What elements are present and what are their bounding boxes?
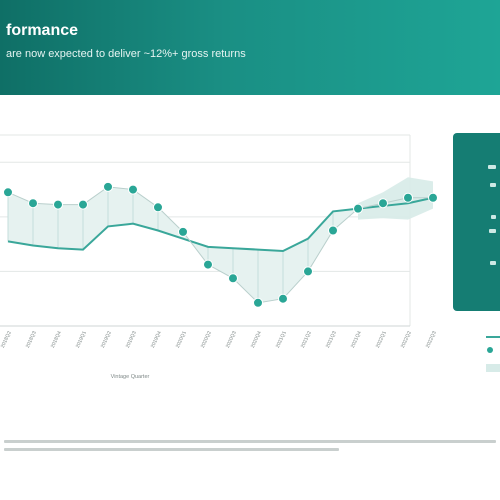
x-tick-label: 2019Q3 <box>125 330 138 349</box>
gap-shading <box>8 192 33 246</box>
series-dot <box>353 203 363 214</box>
gap-shading <box>83 186 108 250</box>
page-subtitle: are now expected to deliver ~12%+ gross … <box>6 48 246 60</box>
x-tick-label: 2022Q1 <box>375 330 388 349</box>
gap-shading <box>283 238 308 299</box>
series-dot <box>328 225 338 236</box>
x-axis-label: Vintage Quarter <box>111 374 150 380</box>
footnote-text-line <box>4 440 496 443</box>
legend-band-swatch <box>486 364 500 372</box>
series-dot <box>103 181 113 192</box>
gap-shading <box>233 248 258 303</box>
gap-shading <box>58 204 83 250</box>
header-banner: formance are now expected to deliver ~12… <box>0 0 500 95</box>
series-dot <box>53 199 63 210</box>
gap-shading <box>33 203 58 249</box>
performance-chart: 2018Q2 2018Q3 2018Q4 2019Q1 2019Q2 2019Q3 2019… <box>0 134 438 380</box>
x-tick-label: 2020Q4 <box>250 330 263 349</box>
x-tick-label: 2021Q2 <box>300 330 313 349</box>
x-tick-label: 2018Q3 <box>25 330 38 349</box>
side-panel-mark <box>490 183 496 187</box>
x-tick-label: 2021Q4 <box>350 330 363 349</box>
side-panel <box>453 133 500 311</box>
x-tick-label: 2019Q4 <box>150 330 163 349</box>
series-dot <box>303 266 313 277</box>
series-dot <box>378 198 388 209</box>
gap-shading <box>108 186 133 227</box>
series-dot <box>153 202 163 213</box>
footnote-text-line <box>4 448 339 451</box>
x-tick-label: 2021Q1 <box>275 330 288 349</box>
x-tick-label: 2022Q3 <box>425 330 438 349</box>
series-dot <box>253 297 263 308</box>
x-tick-label: 2018Q4 <box>50 330 63 349</box>
legend-dot-swatch <box>487 347 493 353</box>
legend-line-swatch <box>486 336 500 338</box>
x-tick-label: 2022Q2 <box>400 330 413 349</box>
gap-shading <box>158 207 183 239</box>
x-tick-label: 2019Q2 <box>100 330 113 349</box>
x-tick-label: 2021Q3 <box>325 330 338 349</box>
x-tick-label: 2018Q2 <box>0 330 13 349</box>
x-tick-label: 2020Q3 <box>225 330 238 349</box>
series-dot <box>78 199 88 210</box>
footnote <box>4 440 496 456</box>
side-panel-mark <box>489 229 496 233</box>
series-dot <box>428 192 438 203</box>
x-tick-label: 2020Q1 <box>175 330 188 349</box>
series-dot <box>3 187 13 198</box>
series-dot <box>203 259 213 270</box>
gap-shading <box>258 249 283 303</box>
series-dot <box>228 273 238 284</box>
x-tick-label: 2019Q1 <box>75 330 88 349</box>
side-panel-mark <box>488 165 496 169</box>
page-title: formance <box>6 22 79 39</box>
legend <box>480 334 500 384</box>
gap-shading <box>308 211 333 272</box>
series-dot <box>128 184 138 195</box>
series-dot <box>28 198 38 209</box>
series-dot <box>278 293 288 304</box>
side-panel-mark <box>490 261 496 265</box>
gap-shading <box>133 189 158 231</box>
series-dot <box>403 192 413 203</box>
chart-area: 2018Q2 2018Q3 2018Q4 2019Q1 2019Q2 2019Q3 2019… <box>0 100 445 400</box>
x-tick-label: 2020Q2 <box>200 330 213 349</box>
side-panel-mark <box>491 215 496 219</box>
projection-band <box>358 177 433 220</box>
series-dot <box>178 226 188 237</box>
gap-shading <box>208 246 233 279</box>
